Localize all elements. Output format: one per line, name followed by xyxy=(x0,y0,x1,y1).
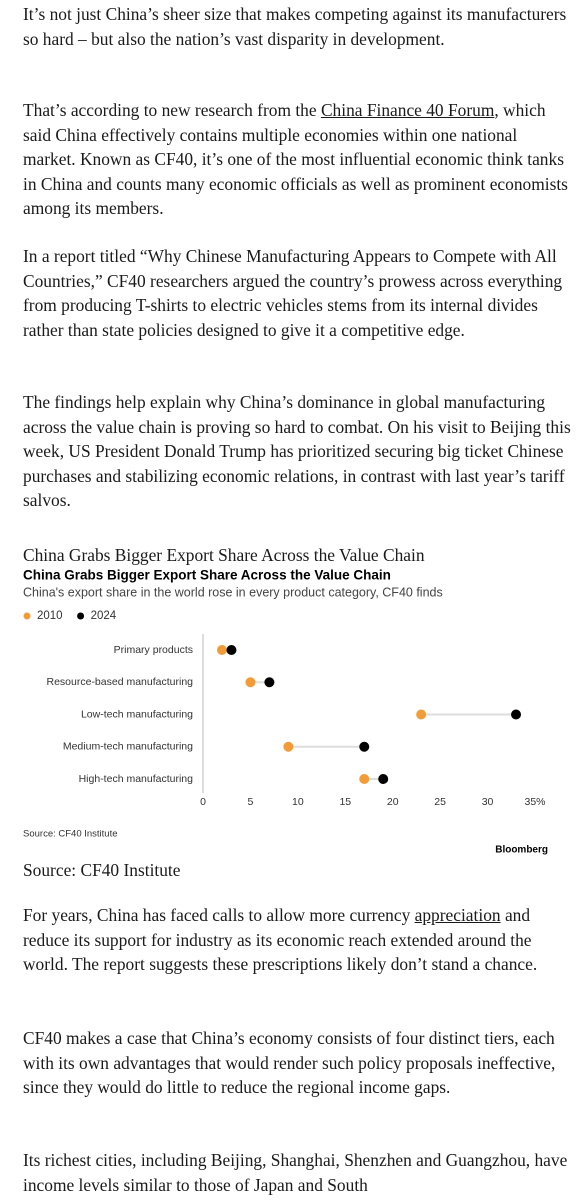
paragraph: In a report titled “Why Chinese Manufact… xyxy=(23,244,571,342)
x-tick-label: 20 xyxy=(387,796,399,808)
category-label: Medium-tech manufacturing xyxy=(63,741,193,753)
dot xyxy=(416,709,427,720)
chart-subtitle: China's export share in the world rose i… xyxy=(23,585,443,599)
text: , which said China effectively contains … xyxy=(23,100,568,218)
text: CF40 makes a case that China’s economy c… xyxy=(23,1028,556,1097)
chart-title: China Grabs Bigger Export Share Across t… xyxy=(23,568,391,583)
category-label: Low-tech manufacturing xyxy=(81,708,193,720)
legend-label: 2010 xyxy=(37,610,63,622)
x-tick-label: 35% xyxy=(524,796,545,808)
paragraph: That’s according to new research from th… xyxy=(23,98,571,221)
legend-swatch xyxy=(77,612,85,620)
dot xyxy=(226,645,237,655)
text: and reduce its support for industry as i… xyxy=(23,905,538,974)
x-tick-label: 5 xyxy=(248,796,254,808)
text: That’s according to new research from th… xyxy=(23,100,321,120)
dot xyxy=(359,741,370,752)
text: China Grabs Bigger Export Share Across t… xyxy=(23,545,425,565)
text: Its richest cities, including Beijing, S… xyxy=(23,1150,568,1195)
category-label: Resource-based manufacturing xyxy=(47,676,194,688)
text: In a report titled “Why Chinese Manufact… xyxy=(23,246,563,340)
dot xyxy=(216,645,227,655)
text: It’s not just China’s sheer size that ma… xyxy=(23,4,567,49)
x-tick-label: 15 xyxy=(339,796,351,808)
x-tick-label: 0 xyxy=(200,796,206,808)
text: The findings help explain why China’s do… xyxy=(23,392,571,510)
x-tick-label: 10 xyxy=(292,796,304,808)
dot xyxy=(264,677,275,688)
category-label: High-tech manufacturing xyxy=(79,773,194,785)
paragraph: CF40 makes a case that China’s economy c… xyxy=(23,1026,571,1100)
chart-credit: Bloomberg xyxy=(495,845,548,856)
link[interactable]: China Finance 40 Forum xyxy=(320,100,495,120)
chart-source: Source: CF40 Institute xyxy=(23,829,118,840)
paragraph: Its richest cities, including Beijing, S… xyxy=(23,1148,571,1197)
dot xyxy=(283,741,294,752)
paragraph: For years, China has faced calls to allo… xyxy=(23,903,571,977)
dot xyxy=(245,677,256,688)
legend-label: 2024 xyxy=(91,610,117,622)
text: Source: CF40 Institute xyxy=(23,860,181,880)
dot xyxy=(511,709,522,720)
chart: China Grabs Bigger Export Share Across t… xyxy=(23,568,548,856)
paragraph: The findings help explain why China’s do… xyxy=(23,390,571,513)
dot xyxy=(378,774,389,784)
category-label: Primary products xyxy=(114,644,193,656)
legend-swatch xyxy=(23,612,31,620)
text: For years, China has faced calls to allo… xyxy=(23,905,415,925)
paragraph: It’s not just China’s sheer size that ma… xyxy=(23,2,571,51)
x-tick-label: 25 xyxy=(434,796,446,808)
figure-caption: China Grabs Bigger Export Share Across t… xyxy=(23,543,571,568)
dot xyxy=(359,774,370,784)
figure-source: Source: CF40 Institute xyxy=(23,858,571,883)
x-tick-label: 30 xyxy=(482,796,494,808)
link[interactable]: appreciation xyxy=(414,905,501,925)
